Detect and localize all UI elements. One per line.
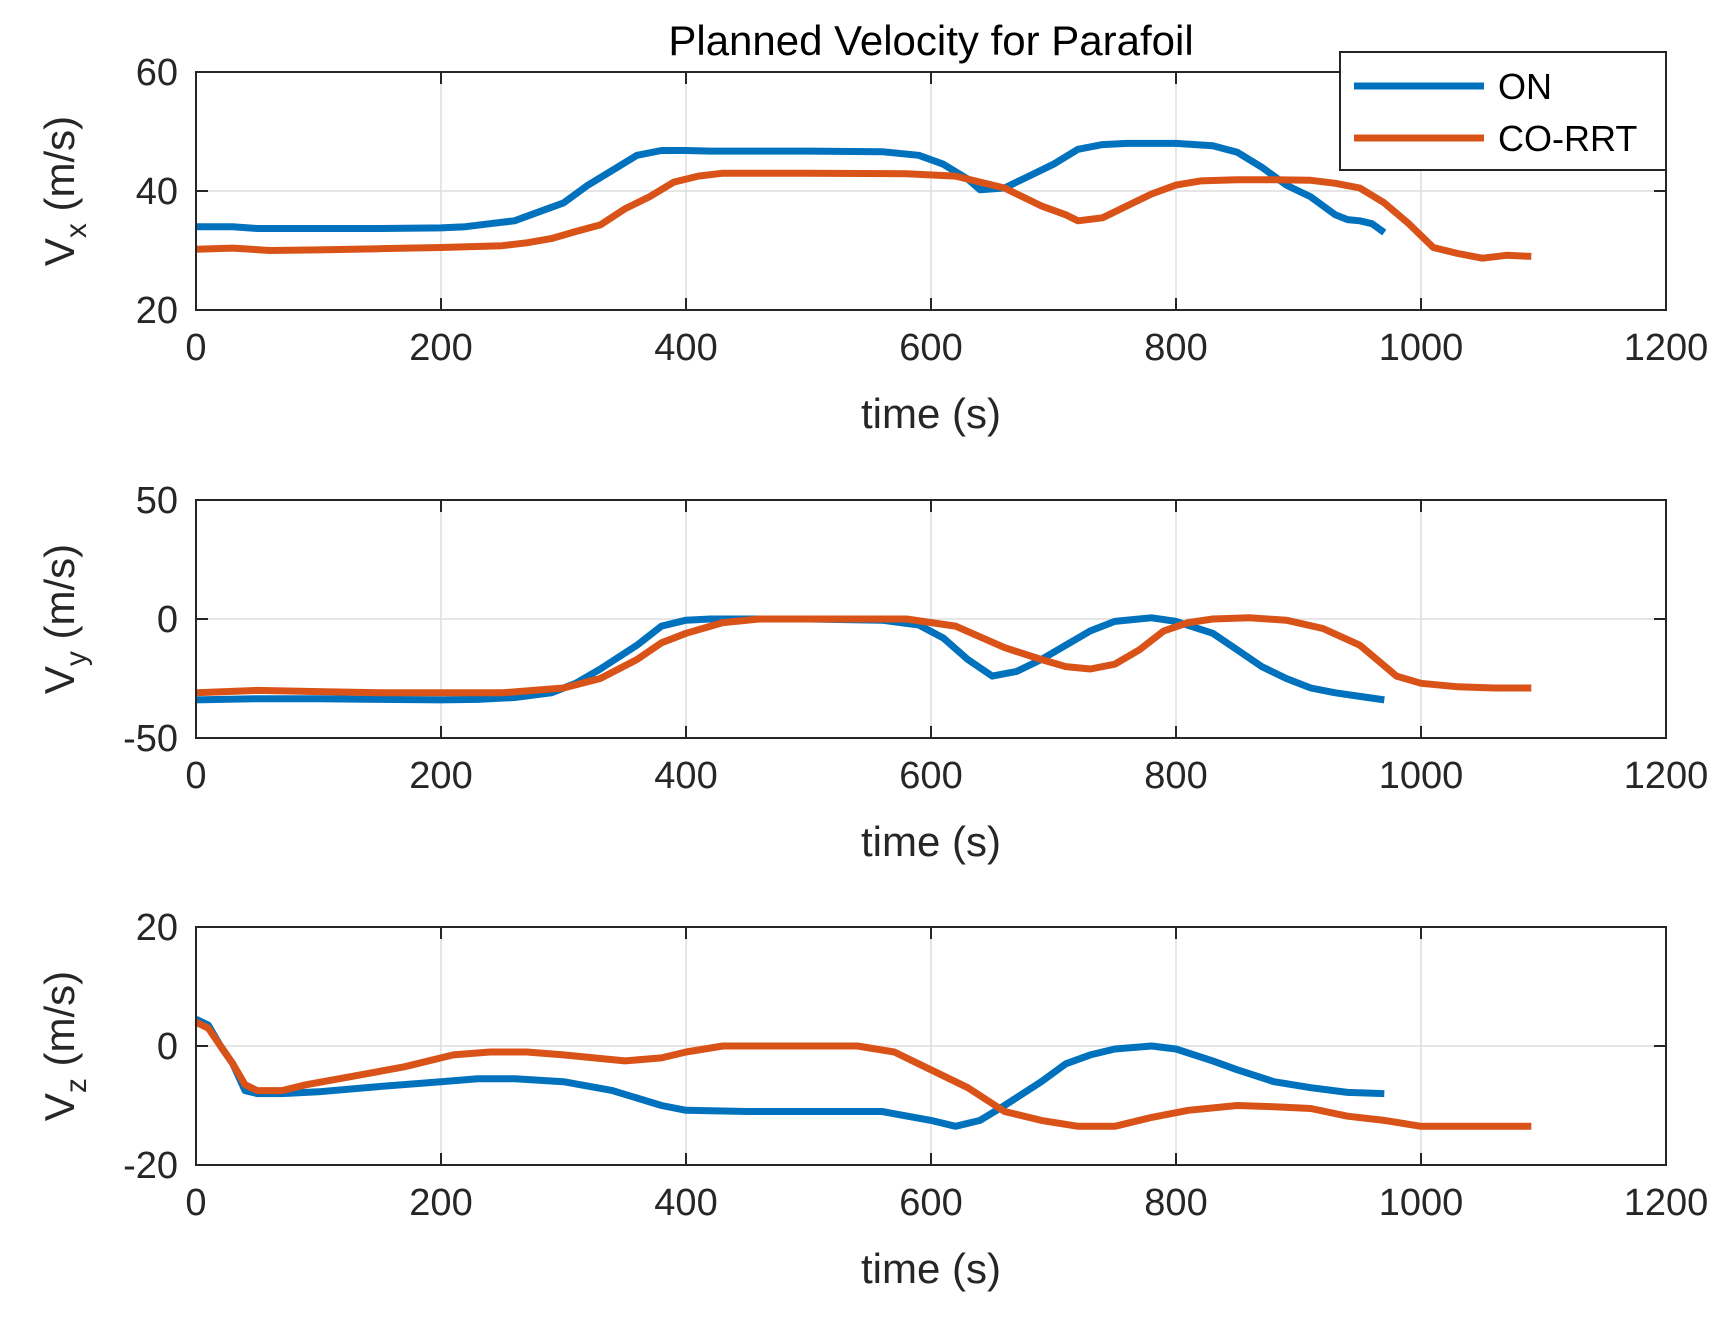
y-axis-label: Vx (m/s) — [36, 116, 93, 266]
x-tick-label: 1200 — [1624, 327, 1709, 369]
x-tick-label: 800 — [1144, 1182, 1207, 1224]
x-tick-label: 1000 — [1379, 755, 1464, 797]
x-tick-label: 1200 — [1624, 755, 1709, 797]
x-tick-label: 200 — [409, 1182, 472, 1224]
x-axis-label: time (s) — [861, 390, 1001, 437]
y-axis-label-main: V — [36, 238, 83, 266]
y-tick-label: -50 — [123, 718, 178, 760]
x-tick-label: 400 — [654, 755, 717, 797]
y-axis-label-main: V — [36, 1093, 83, 1121]
x-axis-label: time (s) — [861, 818, 1001, 865]
y-tick-label: 0 — [157, 1026, 178, 1068]
y-axis-label-unit: (m/s) — [36, 971, 83, 1078]
x-tick-label: 400 — [654, 1182, 717, 1224]
x-tick-label: 600 — [899, 327, 962, 369]
series-line-on — [196, 139, 1387, 236]
legend-label: ON — [1498, 66, 1552, 107]
y-tick-label: -20 — [123, 1145, 178, 1187]
y-tick-label: 60 — [136, 52, 178, 94]
y-axis-label: Vz (m/s) — [36, 971, 93, 1121]
y-axis-label-main: V — [36, 666, 83, 694]
x-axis-label: time (s) — [861, 1245, 1001, 1292]
series-line-co-rrt — [195, 169, 1532, 262]
y-axis-label-sub: y — [60, 651, 93, 666]
x-tick-label: 0 — [185, 327, 206, 369]
y-tick-label: 40 — [136, 171, 178, 213]
x-tick-label: 800 — [1144, 755, 1207, 797]
series-line-co-rrt — [195, 614, 1532, 697]
y-tick-label: 50 — [136, 480, 178, 522]
x-tick-label: 400 — [654, 327, 717, 369]
x-tick-label: 600 — [899, 1182, 962, 1224]
series-line-co-rrt — [194, 1019, 1532, 1130]
x-tick-label: 200 — [409, 755, 472, 797]
legend: ON CO-RRT — [1339, 51, 1667, 171]
x-tick-label: 0 — [185, 1182, 206, 1224]
y-axis-label-sub: z — [60, 1078, 93, 1093]
x-tick-label: 0 — [185, 755, 206, 797]
x-tick-label: 200 — [409, 327, 472, 369]
x-tick-label: 1000 — [1379, 1182, 1464, 1224]
x-tick-label: 600 — [899, 755, 962, 797]
y-axis-label: Vy (m/s) — [36, 544, 93, 694]
y-axis-label-unit: (m/s) — [36, 116, 83, 223]
y-tick-label: 20 — [136, 907, 178, 949]
chart-title: Planned Velocity for Parafoil — [668, 17, 1193, 64]
y-axis-label-unit: (m/s) — [36, 544, 83, 651]
y-tick-label: 20 — [136, 290, 178, 332]
x-tick-label: 1000 — [1379, 327, 1464, 369]
series-line-on — [195, 614, 1385, 704]
x-tick-label: 800 — [1144, 327, 1207, 369]
y-axis-label-sub: x — [60, 223, 93, 238]
legend-label: CO-RRT — [1498, 118, 1637, 159]
x-tick-label: 1200 — [1624, 1182, 1709, 1224]
y-tick-label: 0 — [157, 599, 178, 641]
legend-box — [1339, 51, 1667, 171]
